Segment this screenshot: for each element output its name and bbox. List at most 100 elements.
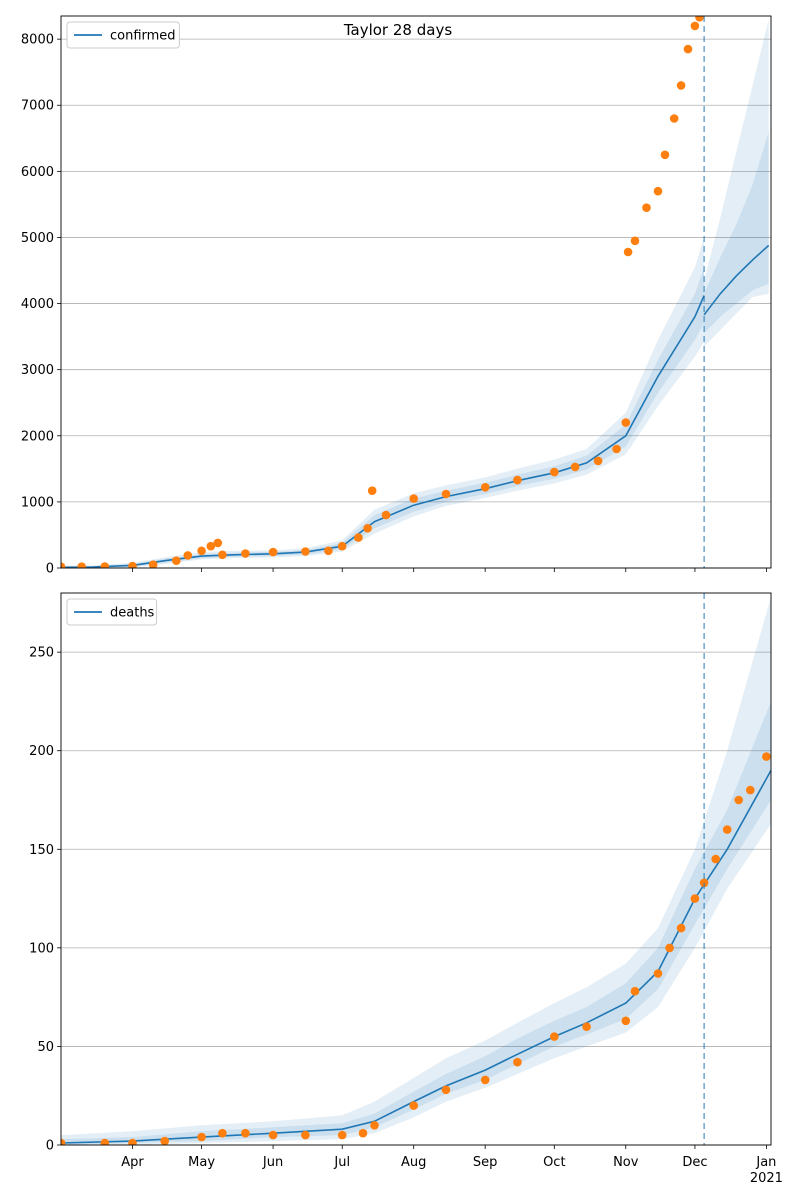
observed-point (301, 1130, 310, 1140)
axes-frame (60, 15, 772, 569)
observed-point (653, 969, 663, 978)
observed-point (642, 203, 651, 212)
y-tick-label: 0 (46, 562, 54, 577)
legend-label: deaths (110, 606, 155, 621)
observed-point (480, 483, 490, 492)
observed-point (409, 1101, 419, 1110)
uncertainty-band (61, 237, 705, 568)
observed-point (358, 1128, 368, 1138)
uncertainty-band (704, 131, 769, 334)
observed-point (128, 561, 137, 568)
x-tick-label: Sep (473, 1155, 498, 1170)
observed-point (570, 462, 580, 472)
observed-point (621, 1016, 631, 1026)
observed-point (612, 444, 621, 454)
observed-point (734, 795, 743, 805)
observed-point (213, 538, 223, 548)
observed-point (690, 894, 700, 903)
legend: deaths (66, 598, 158, 626)
x-tick-label: Jul (333, 1155, 350, 1170)
observed-point (241, 549, 250, 558)
legend-box (66, 21, 180, 49)
observed-point (354, 533, 363, 542)
observed-point (480, 1075, 490, 1085)
confirmed-panel: 0 1000 2000 3000 4000 5000 6000 7000 8000 confirm… (21, 15, 772, 577)
observed-point (676, 923, 686, 933)
observed-point (363, 524, 372, 533)
observed-point (711, 854, 720, 864)
legend: confirmed (66, 21, 180, 49)
y-tick-label: 50 (37, 1040, 54, 1055)
x-tick-label: Jun (262, 1155, 283, 1170)
uncertainty-band (704, 19, 769, 347)
observed-point (367, 486, 377, 496)
y-tick-label: 5000 (21, 231, 54, 246)
x-tick-label: Jan (755, 1155, 776, 1170)
y-tick-label: 2000 (21, 429, 54, 444)
x-tick-label: Oct (543, 1155, 565, 1170)
observed-point (160, 1136, 169, 1145)
observed-point (746, 785, 755, 795)
observed-point (550, 1032, 559, 1041)
uncertainty-band (61, 596, 771, 1145)
model-line (61, 295, 705, 568)
observed-point (762, 752, 771, 761)
chart-title: Taylor 28 days (343, 21, 452, 39)
plot-area (61, 16, 770, 568)
observed-point (337, 541, 347, 551)
plot-area (61, 596, 771, 1145)
y-tick-label: 150 (29, 843, 54, 858)
observed-point (370, 1121, 379, 1130)
observed-point (665, 943, 674, 953)
x-tick-label: Aug (401, 1155, 426, 1170)
axes-frame (60, 592, 772, 1146)
y-tick-label: 200 (29, 744, 54, 759)
observed-point (100, 1138, 110, 1145)
observed-point (676, 81, 686, 90)
legend-label: confirmed (110, 29, 176, 44)
x-tick-label: Dec (682, 1155, 707, 1170)
y-tick-label: 100 (29, 941, 54, 956)
observed-point (699, 878, 709, 888)
y-tick-label: 1000 (21, 495, 54, 510)
observed-point (324, 546, 333, 556)
observed-point (441, 1085, 451, 1095)
observed-point (268, 547, 278, 557)
observed-point (621, 418, 631, 427)
observed-point (630, 986, 640, 996)
observed-point (513, 1057, 522, 1067)
deaths-panel: 0 50 100 150 200 250 Apr May Jun Jul Aug Sep Oct Nov D… (29, 592, 783, 1186)
observed-point (148, 560, 158, 568)
x-year-label: 2021 (750, 1171, 783, 1186)
observed-point (128, 1138, 137, 1145)
observed-point (197, 546, 206, 556)
observed-point (206, 541, 216, 551)
x-tick-label: Nov (613, 1155, 639, 1170)
observed-point (100, 562, 110, 568)
observed-point (61, 562, 66, 568)
observed-point (241, 1128, 250, 1138)
observed-point (623, 247, 633, 257)
model-line (703, 244, 770, 316)
observed-point (77, 562, 86, 568)
observed-point (669, 114, 679, 123)
observed-point (660, 150, 670, 160)
y-tick-label: 4000 (21, 297, 54, 312)
observed-point (582, 1022, 591, 1031)
observed-point (695, 16, 704, 22)
observed-point (381, 510, 391, 520)
y-tick-label: 6000 (21, 165, 54, 180)
x-tick-label: May (188, 1155, 215, 1170)
observed-point (183, 551, 193, 560)
observed-point (337, 1130, 347, 1140)
observed-point (593, 456, 603, 466)
observed-point (690, 21, 700, 31)
observed-point (218, 1128, 227, 1138)
observed-point (197, 1132, 206, 1142)
observed-point (722, 825, 732, 834)
y-tick-label: 250 (29, 646, 54, 661)
observed-point (630, 236, 640, 246)
observed-point (441, 489, 451, 499)
observed-point (61, 1138, 66, 1145)
